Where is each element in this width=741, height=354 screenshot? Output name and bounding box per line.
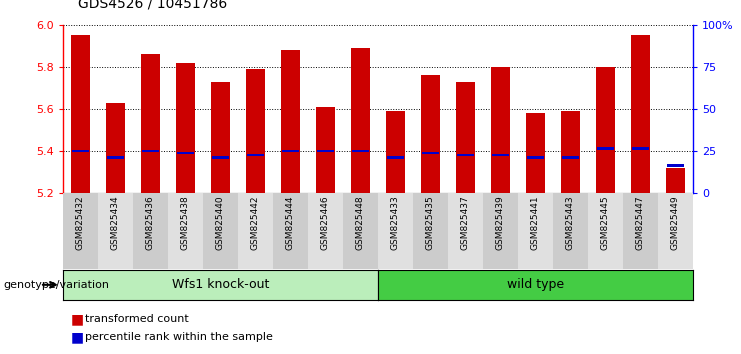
Bar [388,156,404,159]
Bar [350,48,370,193]
Bar [316,107,335,193]
Bar [667,164,683,167]
Bar [212,156,229,159]
Bar [281,50,300,193]
Bar [631,35,650,193]
Text: wild type: wild type [507,278,564,291]
Text: GSM825449: GSM825449 [671,195,679,250]
Bar [596,67,615,193]
Text: GSM825435: GSM825435 [426,195,435,250]
Bar [588,193,623,269]
Bar [142,149,159,152]
Bar [343,193,378,269]
Text: GSM825434: GSM825434 [111,195,120,250]
Bar [527,156,544,159]
Bar [623,193,658,269]
Bar [422,152,439,154]
Text: GSM825444: GSM825444 [286,195,295,250]
Bar [71,35,90,193]
Text: ■: ■ [70,312,84,326]
Bar [176,63,195,193]
Bar [492,154,508,156]
Bar [203,193,238,269]
Bar [63,193,98,269]
Bar [177,152,193,154]
Bar [658,193,693,269]
Bar [308,193,343,269]
Bar [665,168,685,193]
Bar [107,156,124,159]
Bar [106,103,125,193]
Text: GSM825441: GSM825441 [531,195,540,250]
Bar [413,193,448,269]
Bar [456,81,475,193]
Text: GSM825438: GSM825438 [181,195,190,250]
Bar [526,113,545,193]
Text: ■: ■ [70,330,84,344]
Bar [518,193,553,269]
Bar [98,193,133,269]
Text: GSM825443: GSM825443 [566,195,575,250]
Bar [317,149,333,152]
Text: GSM825442: GSM825442 [251,195,260,250]
Text: GSM825433: GSM825433 [391,195,400,250]
Bar [141,54,160,193]
Text: Wfs1 knock-out: Wfs1 knock-out [172,278,269,291]
Bar [168,193,203,269]
Bar [421,75,440,193]
Bar [491,67,510,193]
Text: GSM825448: GSM825448 [356,195,365,250]
Bar [273,193,308,269]
Bar [553,193,588,269]
Bar [378,193,413,269]
Bar [73,149,89,152]
Bar [561,111,580,193]
Text: GSM825437: GSM825437 [461,195,470,250]
Bar [211,81,230,193]
Text: GSM825445: GSM825445 [601,195,610,250]
Bar [238,193,273,269]
Bar [246,69,265,193]
Bar [562,156,579,159]
Text: GSM825436: GSM825436 [146,195,155,250]
Bar [352,149,368,152]
Bar [632,147,648,150]
Text: GSM825447: GSM825447 [636,195,645,250]
Bar [448,193,483,269]
Bar [457,154,473,156]
Text: GDS4526 / 10451786: GDS4526 / 10451786 [78,0,227,11]
Text: transformed count: transformed count [85,314,189,324]
Text: genotype/variation: genotype/variation [4,280,110,290]
Text: GSM825432: GSM825432 [76,195,85,250]
Text: GSM825439: GSM825439 [496,195,505,250]
Text: GSM825440: GSM825440 [216,195,225,250]
Bar [247,154,264,156]
Bar [597,147,614,150]
Bar [386,111,405,193]
Bar [133,193,168,269]
Text: GSM825446: GSM825446 [321,195,330,250]
Bar [282,149,299,152]
Bar [483,193,518,269]
Text: percentile rank within the sample: percentile rank within the sample [85,332,273,342]
